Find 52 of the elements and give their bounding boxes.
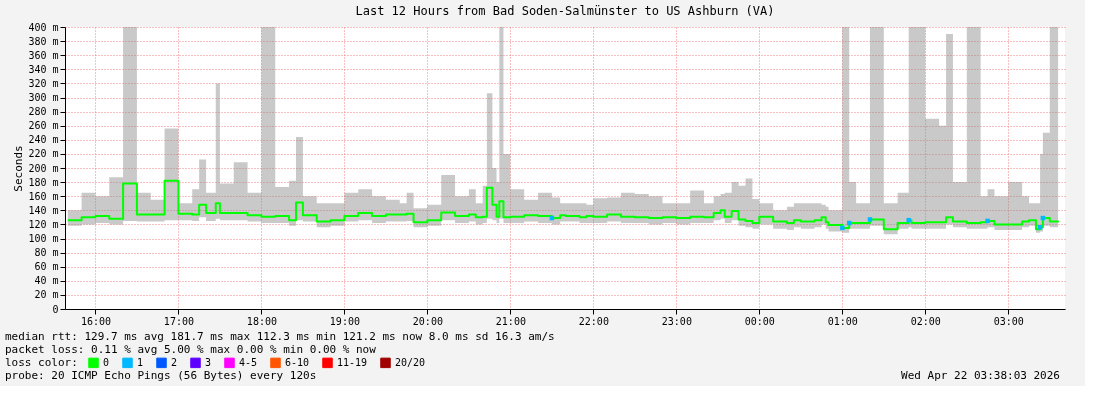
text: probe: 20 ICMP Echo Pings (56 Bytes) every 120s [5, 369, 317, 382]
y-tick-label: 160 m [28, 190, 59, 202]
y-tick-label: 400 m [28, 21, 59, 33]
y-tick-label: 360 m [28, 49, 59, 61]
y-tick-label: 280 m [28, 106, 59, 118]
text: Wed Apr 22 03:38:03 2026 [901, 369, 1060, 382]
y-tick-label: 380 m [28, 35, 59, 47]
x-tick-label: 17:00 [163, 315, 194, 327]
point [906, 217, 911, 223]
y-tick-label: 100 m [28, 233, 59, 244]
x-tick-label: 23:00 [661, 315, 692, 327]
y-tick-label: 200 m [28, 162, 59, 174]
x-tick-label: 20:00 [412, 315, 443, 327]
y-tick-label: 180 m [28, 176, 59, 188]
legend-label: 1 [137, 356, 144, 368]
y-tick-label: 40 m [34, 275, 59, 287]
y-tick-label: 0 [52, 303, 59, 315]
y-tick-label: 120 m [28, 218, 59, 230]
legend-title: loss color: [5, 356, 78, 369]
x-tick-label: 03:00 [993, 315, 1024, 327]
x-tick-label: 19:00 [329, 315, 360, 327]
x-tick-label: 02:00 [910, 315, 941, 327]
y-tick-label: 300 m [28, 92, 59, 103]
legend-label: 20/20 [395, 356, 426, 368]
text: median rtt: 129.7 ms avg 181.7 ms max 112.3 ms min 121.2 ms now 8.0 ms sd 16.3 am/s [5, 330, 555, 343]
x-tick-label: 18:00 [246, 315, 277, 327]
x-tick-label: 00:00 [744, 315, 775, 327]
x-tick-label: 01:00 [827, 315, 858, 327]
x-tick-label: 21:00 [495, 315, 526, 327]
legend-label: 6-10 [285, 356, 310, 368]
point [840, 225, 845, 231]
legend-label: 4-5 [239, 356, 258, 368]
y-tick-label: 240 m [28, 134, 59, 146]
y-tick-label: 220 m [28, 148, 59, 160]
y-tick-label: 320 m [28, 77, 59, 89]
y-tick-label: 260 m [28, 120, 59, 132]
legend-label: 11-19 [337, 356, 368, 368]
legend-label: 3 [205, 356, 212, 368]
y-tick-label: 80 m [34, 247, 59, 259]
y-tick-label: 20 m [34, 289, 59, 301]
point [985, 218, 990, 224]
legend-label: 2 [171, 356, 178, 368]
y-tick-label: 140 m [28, 204, 59, 216]
y-tick-label: 60 m [34, 261, 59, 273]
text: packet loss: 0.11 % avg 5.00 % max 0.00 % min 0.00 % now [5, 343, 377, 356]
point [867, 217, 873, 222]
chart-title: Last 12 Hours from Bad Soden-Salmünster to US Ashburn (VA) [355, 4, 775, 18]
x-tick-label: 16:00 [80, 315, 111, 327]
y-tick-label: 340 m [28, 63, 59, 75]
y-axis-title: Seconds [12, 145, 26, 192]
x-tick-label: 22:00 [578, 315, 609, 327]
legend-label: 0 [103, 356, 110, 368]
